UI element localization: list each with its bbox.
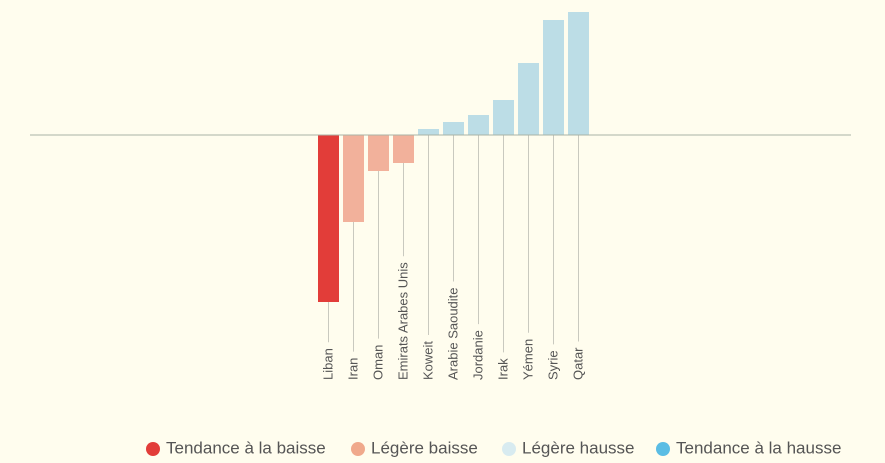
category-label: Irak	[496, 358, 511, 380]
category-label: Syrie	[546, 350, 561, 380]
legend-label: Tendance à la hausse	[676, 438, 841, 457]
legend-swatch	[351, 442, 365, 456]
bar	[543, 20, 564, 135]
bar	[368, 135, 389, 171]
bar	[418, 129, 439, 135]
category-label: Liban	[321, 348, 336, 380]
bar	[393, 135, 414, 163]
category-label: Arabie Saoudite	[446, 287, 461, 380]
bar	[493, 100, 514, 135]
bar	[318, 135, 339, 302]
legend-swatch	[656, 442, 670, 456]
bar	[343, 135, 364, 222]
category-label: Oman	[371, 345, 386, 380]
legend-label: Tendance à la baisse	[166, 438, 326, 457]
category-label: Yémen	[521, 339, 536, 380]
legend-label: Légère baisse	[371, 438, 478, 457]
category-label: Qatar	[571, 347, 586, 380]
legend-swatch	[502, 442, 516, 456]
category-label: Jordanie	[471, 330, 486, 380]
category-label: Emirats Arabes Unis	[396, 262, 411, 380]
bar	[568, 12, 589, 135]
bar	[443, 122, 464, 135]
category-label: Koweit	[421, 341, 436, 380]
legend-swatch	[146, 442, 160, 456]
legend-label: Légère hausse	[522, 438, 634, 457]
bar	[518, 63, 539, 135]
category-label: Iran	[346, 358, 361, 380]
bar	[468, 115, 489, 135]
